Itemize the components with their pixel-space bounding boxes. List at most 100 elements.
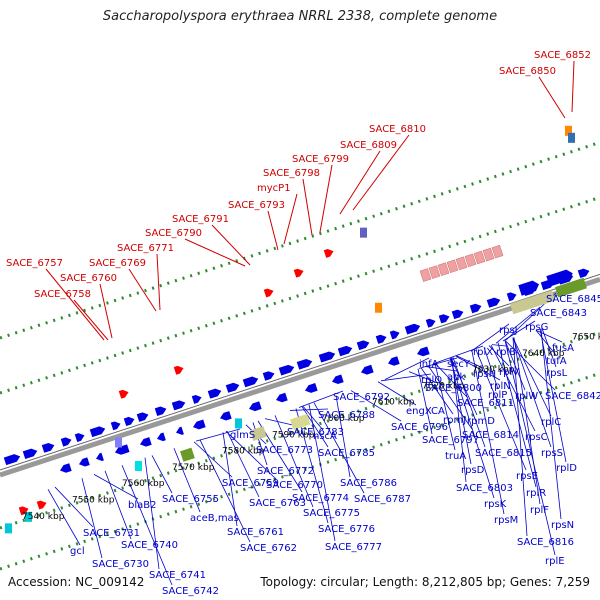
kbp-tick-label: 7550 kbp <box>72 496 115 506</box>
rna-gene <box>446 259 459 274</box>
blue-gene-label: SACE_6755 <box>162 494 219 505</box>
blue-gene-label: SACE_6803 <box>456 483 513 494</box>
forward-gene <box>191 395 202 404</box>
blue-gene-label: SACE_6796 <box>391 422 448 433</box>
blue-leader-line <box>451 357 467 483</box>
blue-leader-line <box>377 381 417 406</box>
forward-gene <box>296 358 313 370</box>
rna-gene <box>473 250 486 265</box>
blue-gene-label: SACE_6762 <box>240 543 297 554</box>
rna-gene <box>437 262 450 276</box>
kbp-tick-label: 7640 kbp <box>522 349 565 359</box>
blue-gene-label: tufA <box>546 356 567 367</box>
blue-leader-line <box>424 366 458 372</box>
blue-gene-label: SACE_6783 <box>287 427 344 438</box>
red-gene-label: SACE_6771 <box>117 243 174 254</box>
blue-leader-line <box>449 358 495 499</box>
blue-leader-line <box>483 347 499 390</box>
blue-gene-label: aceB,mas <box>190 513 239 524</box>
blue-leader-line <box>195 428 241 442</box>
kbp-tick-labels: 7540 kbp 7550 kbp 7560 kbp 7570 kbp 7580 kbp… <box>22 333 600 522</box>
blue-leader-line <box>121 465 173 586</box>
forward-gene-large <box>546 269 573 287</box>
blue-leader-line <box>313 402 365 494</box>
blue-gene-label: hscA <box>313 431 337 442</box>
forward-gene <box>242 376 259 388</box>
blue-gene-label: rplW <box>515 391 538 402</box>
blue-gene-label: SACE_6785 <box>318 448 375 459</box>
blue-gene-label: SACE_6800 <box>425 383 482 394</box>
forward-gene <box>262 371 275 381</box>
accession-text: Accession: NC_009142 <box>8 575 145 589</box>
red-gene-label: SACE_6852 <box>534 50 591 61</box>
kbp-tick-label: 7570 kbp <box>172 463 215 473</box>
blue-leader-line <box>199 439 251 543</box>
reverse-strand-gene <box>173 365 184 375</box>
red-leader-line <box>128 268 157 312</box>
red-gene-label: SACE_6757 <box>6 258 63 269</box>
blue-leader-line <box>495 306 541 344</box>
blue-gene-label: SACE_6773 <box>256 445 313 456</box>
blue-gene-label: SACE_6763 <box>249 498 306 509</box>
reverse-gene <box>176 426 184 435</box>
forward-gene <box>110 421 121 431</box>
blue-gene-label: rpmD <box>467 416 495 427</box>
forward-gene <box>469 303 482 314</box>
dotted-guide-line <box>0 195 600 395</box>
blue-leader-line <box>54 486 94 528</box>
blue-leader-line <box>504 340 556 556</box>
blue-gene-label: rplE <box>545 556 565 567</box>
genome-summary-text: Topology: circular; Length: 8,212,805 bp… <box>260 575 590 589</box>
blue-gene-label: rplN <box>490 381 511 392</box>
blue-leader-line <box>193 441 233 478</box>
blue-gene-label: SACE_6815 <box>475 448 532 459</box>
forward-gene <box>451 309 464 320</box>
kbp-tick-label: 7610 kbp <box>372 398 415 408</box>
forward-gene <box>171 400 186 411</box>
red-gene-label: SACE_6809 <box>340 140 397 151</box>
red-gene-label: SACE_6810 <box>369 124 426 135</box>
blue-leader-line <box>226 430 260 498</box>
forward-gene <box>389 330 400 340</box>
blue-gene-label: rplF <box>530 505 549 516</box>
forward-gene <box>3 454 21 466</box>
red-leader-line <box>211 224 251 266</box>
red-gene-label: SACE_6799 <box>292 154 349 165</box>
blue-gene-label: rpsS <box>541 448 563 459</box>
reverse-gene <box>417 346 430 357</box>
kbp-tick-label: 7580 kbp <box>222 447 265 457</box>
blue-leader-line <box>450 357 478 416</box>
blue-gene-label: SACE_6845 <box>546 294 600 305</box>
blue-gene-label: rplC <box>541 417 561 428</box>
blue-gene-label: SACE_6814 <box>462 430 519 441</box>
forward-gene <box>337 345 353 357</box>
backbone-line <box>0 277 600 478</box>
blue-leader-line <box>420 367 454 415</box>
reverse-gene <box>361 364 374 375</box>
blue-gene-label: SACE_6730 <box>92 559 149 570</box>
blue-gene-label: rpsC <box>525 432 548 443</box>
blue-gene-label: adk <box>447 372 465 383</box>
kbp-tick-label: 7590 kbp <box>272 430 315 440</box>
reverse-gene <box>79 457 90 467</box>
red-gene-label: SACE_6793 <box>228 200 285 211</box>
forward-gene <box>486 297 501 308</box>
red-leader-line <box>45 268 105 341</box>
blue-gene-label: SACE_6786 <box>340 478 397 489</box>
blue-leader-line <box>541 328 557 368</box>
blue-leader-line <box>81 478 103 559</box>
blue-leader-line <box>302 405 324 431</box>
red-leader-line <box>538 76 566 119</box>
blue-gene-label: SACE_6775 <box>303 508 360 519</box>
blue-leader-line <box>408 371 436 383</box>
blue-gene-label: gcl <box>70 546 85 557</box>
forward-gene <box>60 437 72 447</box>
blue-gene-label: SACE_6759 <box>222 478 279 489</box>
blue-gene-label: SACE_6761 <box>227 527 284 538</box>
misc-feature <box>290 413 311 430</box>
blue-gene-label: SACE_6742 <box>162 586 219 597</box>
red-leader-line <box>99 283 113 339</box>
feature-marker <box>360 227 367 238</box>
blue-gene-label: rpsH <box>473 369 496 380</box>
